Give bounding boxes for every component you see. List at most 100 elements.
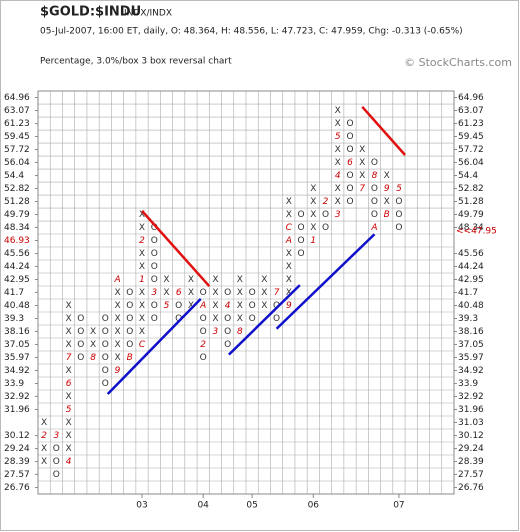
o-box: O [102,314,109,324]
x-box: X [384,197,390,207]
x-box: X [335,145,341,155]
x-box: X [286,249,292,259]
y2-tick-label: 44.24 [458,262,484,272]
x-box: X [66,327,72,337]
o-box: O [77,314,84,324]
y2-tick-label: 30.12 [458,431,484,441]
o-box: O [298,223,305,233]
y-tick-label: 38.16 [4,327,30,337]
month-marker: 5 [164,301,170,311]
trend-line [361,105,406,156]
o-box: O [126,314,133,324]
x-box: X [66,418,72,428]
o-box: O [346,119,353,129]
o-box: O [249,288,256,298]
o-box: O [102,340,109,350]
x-box: X [335,197,341,207]
trend-line [275,233,376,330]
y-tick-label: 32.92 [4,392,30,402]
x-box: X [163,275,169,285]
o-box: O [346,171,353,181]
y2-tick-label: 54.4 [458,171,478,181]
month-marker: 3 [213,327,219,337]
subtitle: 05-Jul-2007, 16:00 ET, daily, O: 48.364,… [40,27,463,37]
month-marker: B [127,353,133,363]
month-marker: 8 [237,327,243,337]
month-marker: 1 [310,236,316,246]
x-box: X [286,210,292,220]
y-tick-label: 54.4 [4,171,24,181]
x-box: X [335,184,341,194]
y2-tick-label: 63.07 [458,106,484,116]
y-tick-label: 37.05 [4,340,30,350]
o-box: O [298,249,305,259]
o-box: O [77,353,84,363]
o-box: O [371,158,378,168]
y-tick-label: 45.56 [4,249,30,259]
month-marker: 6 [66,379,72,389]
x-box: X [163,288,169,298]
o-box: O [102,379,109,389]
x-box: X [139,314,145,324]
o-box: O [77,327,84,337]
o-box: O [126,301,133,311]
x-box: X [335,119,341,129]
month-marker: 2 [200,340,206,350]
x-box: X [286,288,292,298]
o-box: O [322,223,329,233]
column: OO 7 [273,288,280,324]
x-box: X [139,223,145,233]
y-tick-label: 63.07 [4,106,30,116]
month-marker: 7 [274,288,280,298]
o-box: O [102,327,109,337]
o-box: O [151,262,158,272]
x-tick-label: 04 [197,501,209,511]
trend-line [141,210,211,288]
last-price-label: <<47.95 [456,227,497,237]
x-box: X [310,210,316,220]
o-box: O [175,314,182,324]
month-marker: 7 [359,184,365,194]
y2-tick-label: 31.03 [458,418,484,428]
column: XXX [261,275,267,311]
month-marker: 4 [66,457,72,467]
trend-line [106,297,202,395]
month-marker: 4 [335,171,341,181]
x-box: X [114,301,120,311]
x-box: X [188,275,194,285]
o-box: O [371,184,378,194]
x-tick-label: 03 [136,501,147,511]
y2-tick-label: 49.79 [458,210,484,220]
y-tick-label: 31.96 [4,405,30,415]
x-box: X [139,210,145,220]
y-tick-label: 61.23 [4,119,30,129]
month-marker: 2 [139,236,145,246]
month-marker: 6 [176,288,182,298]
y-tick-label: 64.96 [4,93,30,103]
y2-tick-label: 37.05 [458,340,484,350]
column: XXX [188,275,194,311]
y2-tick-label: 51.28 [458,197,484,207]
o-box: O [102,353,109,363]
column: 5 XX [163,275,169,311]
month-marker: A [199,301,206,311]
o-box: O [273,314,280,324]
y2-tick-label: 31.96 [458,405,484,415]
month-marker: 9 [286,301,292,311]
x-tick-label: 05 [246,501,257,511]
o-box: O [151,249,158,259]
o-box: O [151,236,158,246]
y2-tick-label: 52.82 [458,184,484,194]
y-tick-label: 44.24 [4,262,30,272]
x-tick-label: 07 [393,501,404,511]
y-tick-label: 49.79 [4,210,30,220]
x-box: X [41,444,47,454]
o-box: O [151,223,158,233]
